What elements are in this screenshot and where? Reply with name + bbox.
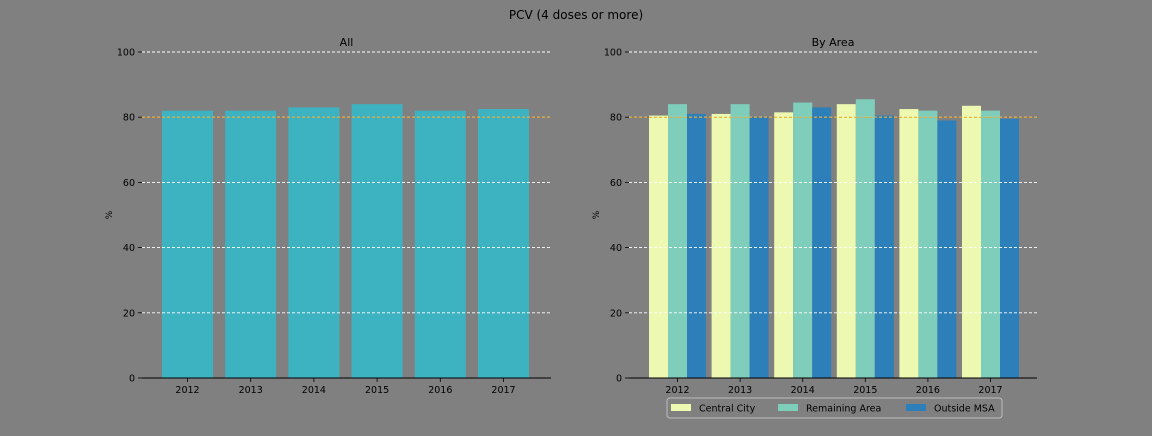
y-tick-label: 80: [123, 113, 135, 124]
legend-label: Outside MSA: [934, 404, 995, 415]
x-tick-label: 2012: [175, 385, 199, 396]
bar-2017: [478, 109, 529, 379]
bar-central-city-2017: [962, 105, 981, 378]
y-axis-label: %: [105, 210, 115, 219]
x-tick-label: 2016: [916, 385, 940, 396]
y-tick-label: 20: [123, 308, 135, 319]
bar-outside-msa-2017: [1000, 118, 1019, 378]
legend-box: [666, 397, 1003, 419]
bar-remaining-area-2015: [855, 99, 875, 379]
y-tick-label: 0: [616, 374, 622, 385]
y-tick-label: 60: [610, 178, 622, 189]
bar-2016: [414, 110, 466, 379]
y-axis-label: %: [592, 210, 602, 219]
chart-panel-2: By Area% 0 20 40 60 80 100 2012 2013 2014 2015 2016…: [592, 36, 1037, 419]
x-tick-label: 2015: [365, 385, 389, 396]
bar-remaining-area-2014: [793, 102, 813, 378]
bar-2013: [225, 110, 277, 379]
figure-title: PCV (4 doses or more): [509, 8, 643, 22]
y-tick-label: 60: [123, 178, 135, 189]
x-tick-label: 2013: [728, 385, 752, 396]
x-tick-label: 2017: [491, 385, 515, 396]
bar-outside-msa-2015: [874, 115, 894, 378]
y-tick-label: 40: [610, 243, 622, 254]
legend-label: Remaining Area: [806, 404, 881, 415]
bar-outside-msa-2016: [937, 120, 957, 379]
x-tick-label: 2013: [239, 385, 263, 396]
y-tick-label: 20: [610, 308, 622, 319]
x-tick-label: 2014: [791, 385, 815, 396]
y-tick-label: 100: [117, 48, 135, 59]
bar-2014: [288, 107, 340, 379]
x-tick-label: 2017: [978, 385, 1002, 396]
chart-panel-1: All% 0 20 40 60 80 100 2012 2013 2014 2015 2016 2017: [105, 36, 551, 396]
legend-swatch: [671, 404, 691, 411]
bar-2012: [162, 110, 213, 379]
legend-swatch: [906, 404, 926, 411]
bar-outside-msa-2014: [812, 107, 832, 379]
bar-central-city-2013: [711, 113, 731, 378]
chart-title: By Area: [812, 36, 855, 49]
bar-outside-msa-2012: [687, 113, 706, 378]
bar-central-city-2015: [836, 104, 856, 378]
x-tick-label: 2014: [302, 385, 326, 396]
legend: Central City Remaining Area Outside MSA: [666, 397, 1003, 419]
bar-2015: [351, 104, 403, 378]
bar-remaining-area-2016: [918, 110, 938, 379]
bar-remaining-area-2017: [981, 110, 1000, 379]
bar-central-city-2014: [774, 112, 794, 378]
x-tick-label: 2015: [853, 385, 877, 396]
bar-central-city-2016: [899, 109, 919, 379]
bar-central-city-2012: [649, 115, 668, 378]
y-tick-label: 40: [123, 243, 135, 254]
bar-remaining-area-2013: [730, 104, 750, 378]
y-tick-label: 100: [604, 48, 622, 59]
x-tick-label: 2016: [428, 385, 452, 396]
chart-title: All: [340, 36, 354, 49]
legend-swatch: [778, 404, 798, 411]
bar-remaining-area-2012: [668, 104, 687, 378]
legend-label: Central City: [699, 404, 756, 415]
y-tick-label: 80: [610, 113, 622, 124]
y-tick-label: 0: [129, 374, 135, 385]
x-tick-label: 2012: [665, 385, 689, 396]
